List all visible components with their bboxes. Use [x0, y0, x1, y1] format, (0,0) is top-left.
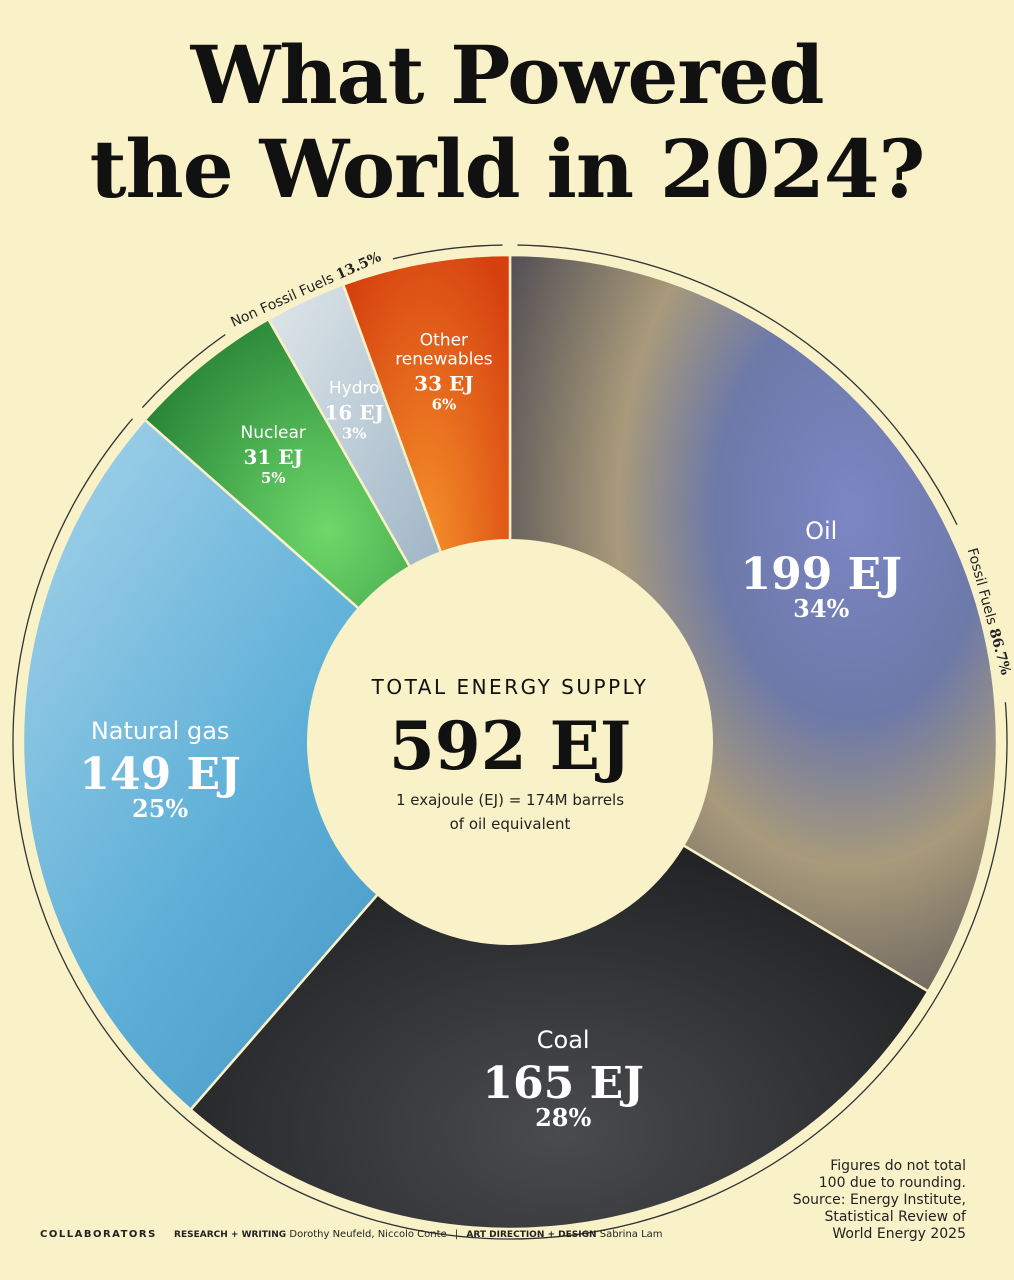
title-line-1: What Powered — [190, 28, 825, 122]
slice-value: 165 EJ — [482, 1058, 644, 1109]
slice-name: Coal — [537, 1026, 590, 1054]
note-line: World Energy 2025 — [832, 1226, 966, 1242]
slice-name: Other — [420, 330, 468, 350]
slice-percent: 34% — [793, 594, 849, 623]
chart-title: What Powered the World in 2024? — [0, 28, 1014, 216]
fossil-fuels-bracket — [12, 244, 1008, 1240]
group-label-background — [954, 519, 1014, 703]
slice-value: 33 EJ — [414, 371, 474, 395]
slice-name: renewables — [395, 349, 493, 369]
collaborators-label: COLLABORATORS — [40, 1229, 157, 1240]
note-line: 100 due to rounding. — [818, 1175, 966, 1191]
credits-footer: COLLABORATORS RESEARCH + WRITING Dorothy… — [40, 1229, 663, 1240]
slice-percent: 5% — [261, 469, 286, 487]
center-value: 592 EJ — [389, 707, 631, 785]
credits-separator: | — [454, 1229, 459, 1240]
design-role: ART DIRECTION + DESIGN — [466, 1230, 597, 1240]
slice-name: Natural gas — [91, 717, 230, 745]
center-note-line-1: 1 exajoule (EJ) = 174M barrels — [396, 791, 624, 809]
group-label-background — [217, 241, 394, 337]
note-line: Statistical Review of — [824, 1209, 966, 1225]
center-label: TOTAL ENERGY SUPPLY — [371, 675, 649, 699]
slice-percent: 25% — [132, 794, 188, 823]
source-note: Figures do not total 100 due to rounding… — [746, 1158, 966, 1243]
slice-value: 199 EJ — [740, 549, 902, 600]
slice-value: 16 EJ — [324, 400, 384, 424]
slice-name: Nuclear — [240, 423, 305, 443]
design-names: Sabrina Lam — [599, 1229, 663, 1240]
research-names: Dorothy Neufeld, Niccolo Conte — [289, 1229, 447, 1240]
slice-coal — [188, 740, 930, 1231]
note-line: Figures do not total — [830, 1158, 966, 1174]
slice-percent: 28% — [535, 1103, 591, 1132]
slice-natural-gas — [21, 417, 512, 1112]
slice-name: Oil — [805, 517, 837, 545]
research-role: RESEARCH + WRITING — [174, 1230, 287, 1240]
slice-percent: 3% — [342, 424, 367, 442]
slice-name: Hydro — [329, 378, 380, 398]
slice-percent: 6% — [432, 395, 457, 413]
title-line-2: the World in 2024? — [89, 122, 926, 216]
center-note-line-2: of oil equivalent — [450, 815, 571, 833]
note-line: Source: Energy Institute, — [792, 1192, 966, 1208]
center-circle — [307, 539, 713, 945]
slice-value: 31 EJ — [243, 445, 303, 469]
slice-value: 149 EJ — [79, 749, 241, 800]
